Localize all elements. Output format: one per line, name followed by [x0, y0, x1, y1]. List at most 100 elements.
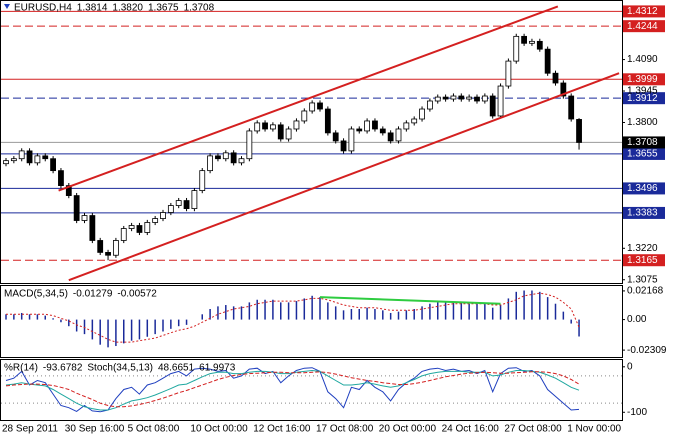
candle-body: [505, 60, 512, 87]
symbol-icon: [4, 4, 10, 9]
level-label-box: [623, 73, 665, 86]
candle-body: [215, 155, 221, 160]
x-tick-label: 12 Oct 16:00: [253, 424, 311, 435]
pane-layer: [1, 367, 622, 413]
candle-body: [113, 240, 119, 256]
candle-body: [191, 190, 198, 209]
candle-body: [552, 72, 559, 84]
trend-line: [319, 296, 501, 305]
x-tick-label: 28 Sep 2011: [2, 424, 58, 435]
candle-body: [466, 96, 473, 100]
candle-body: [332, 132, 339, 142]
header-text: -0.01279: [73, 289, 113, 300]
y-tick-label: 1.4090: [627, 54, 658, 65]
y-tick-label: 1.3220: [627, 243, 658, 254]
header-text: -93.6782: [43, 363, 83, 374]
header-text: EURUSD,H4: [14, 3, 72, 14]
level-label: 1.4244: [627, 21, 658, 32]
level-label-box: [623, 92, 665, 105]
candle-body: [442, 96, 449, 100]
header-text: 48.6651: [158, 363, 195, 374]
candle-body: [568, 95, 575, 120]
header-text: 1.3814: [77, 3, 108, 14]
candle-body: [269, 124, 276, 130]
y-tick-label: -100: [627, 407, 647, 418]
header-text: -0.00572: [117, 289, 157, 300]
candle-body: [97, 240, 104, 253]
candle-body: [426, 100, 433, 110]
candle-body: [364, 120, 371, 132]
level-label-box: [623, 5, 665, 18]
candle-body: [26, 150, 33, 164]
candle-body: [309, 102, 316, 112]
candle-body: [262, 122, 268, 130]
x-tick-label: 1 Nov 00:00: [567, 424, 621, 435]
candle-body: [560, 82, 567, 97]
level-label: 1.4312: [627, 6, 658, 17]
candle-body: [497, 85, 504, 117]
x-tick-label: 30 Sep 16:00: [65, 424, 125, 435]
candle-body: [10, 158, 17, 162]
trend-line: [68, 72, 620, 282]
level-label: 1.3912: [627, 93, 658, 104]
trend-line: [58, 5, 559, 192]
header-text: Stoch(34,5,13): [87, 363, 153, 374]
header-text: 61.9973: [199, 363, 236, 374]
level-label-box: [623, 182, 665, 195]
level-label-box: [623, 147, 665, 160]
y-tick-label: 1.3075: [627, 274, 658, 285]
oscillator-line: [5, 371, 580, 408]
header-text: 1.3675: [148, 3, 179, 14]
x-tick-label: 27 Oct 08:00: [504, 424, 562, 435]
candle-body: [144, 222, 151, 233]
header-text: 1.3708: [184, 3, 215, 14]
current-price-label: 1.3708: [627, 137, 658, 148]
x-tick-label: 24 Oct 16:00: [442, 424, 500, 435]
header-text: 1.3820: [112, 3, 143, 14]
y-tick-label: 1.3945: [627, 86, 658, 97]
candle-body: [348, 128, 355, 152]
candle-body: [199, 170, 206, 191]
candle-body: [167, 205, 174, 213]
x-tick-label: 10 Oct 00:00: [190, 424, 248, 435]
candle-body: [536, 40, 543, 50]
candle-body: [34, 155, 41, 164]
candle-body: [73, 195, 80, 221]
level-label-box: [623, 254, 665, 267]
candle-body: [277, 124, 284, 140]
candle-body: [18, 150, 25, 160]
level-label: 1.3655: [627, 149, 658, 160]
candle-body: [183, 200, 190, 209]
candle-body: [419, 108, 425, 120]
y-tick-label: 0.00: [627, 314, 647, 325]
candle-body: [81, 215, 88, 221]
candle-body: [395, 128, 402, 142]
candle-body: [403, 122, 410, 130]
candle-body: [340, 140, 347, 152]
candle-body: [120, 228, 127, 241]
x-tick-label: 5 Oct 08:00: [128, 424, 180, 435]
candle-body: [105, 252, 111, 256]
level-label-box: [623, 20, 665, 33]
candle-body: [324, 108, 331, 134]
candle-body: [317, 102, 323, 110]
y-tick-label: 0.02168: [627, 286, 664, 297]
candle-body: [207, 155, 214, 172]
candle-body: [238, 158, 245, 164]
candle-body: [513, 35, 520, 62]
pane-layer: [1, 5, 622, 282]
y-tick-label: -0.02309: [627, 345, 667, 356]
candle-body: [489, 95, 496, 117]
y-tick-label: 0: [627, 361, 633, 372]
candle-body: [301, 110, 308, 122]
pane-layer: [5, 290, 580, 348]
candle-body: [42, 155, 49, 160]
candle-body: [450, 95, 457, 100]
candle-body: [230, 152, 237, 164]
level-label: 1.3165: [627, 255, 658, 266]
candle-body: [481, 95, 488, 102]
candle-body: [160, 212, 166, 219]
candle-body: [175, 200, 182, 206]
candle-body: [222, 152, 229, 160]
